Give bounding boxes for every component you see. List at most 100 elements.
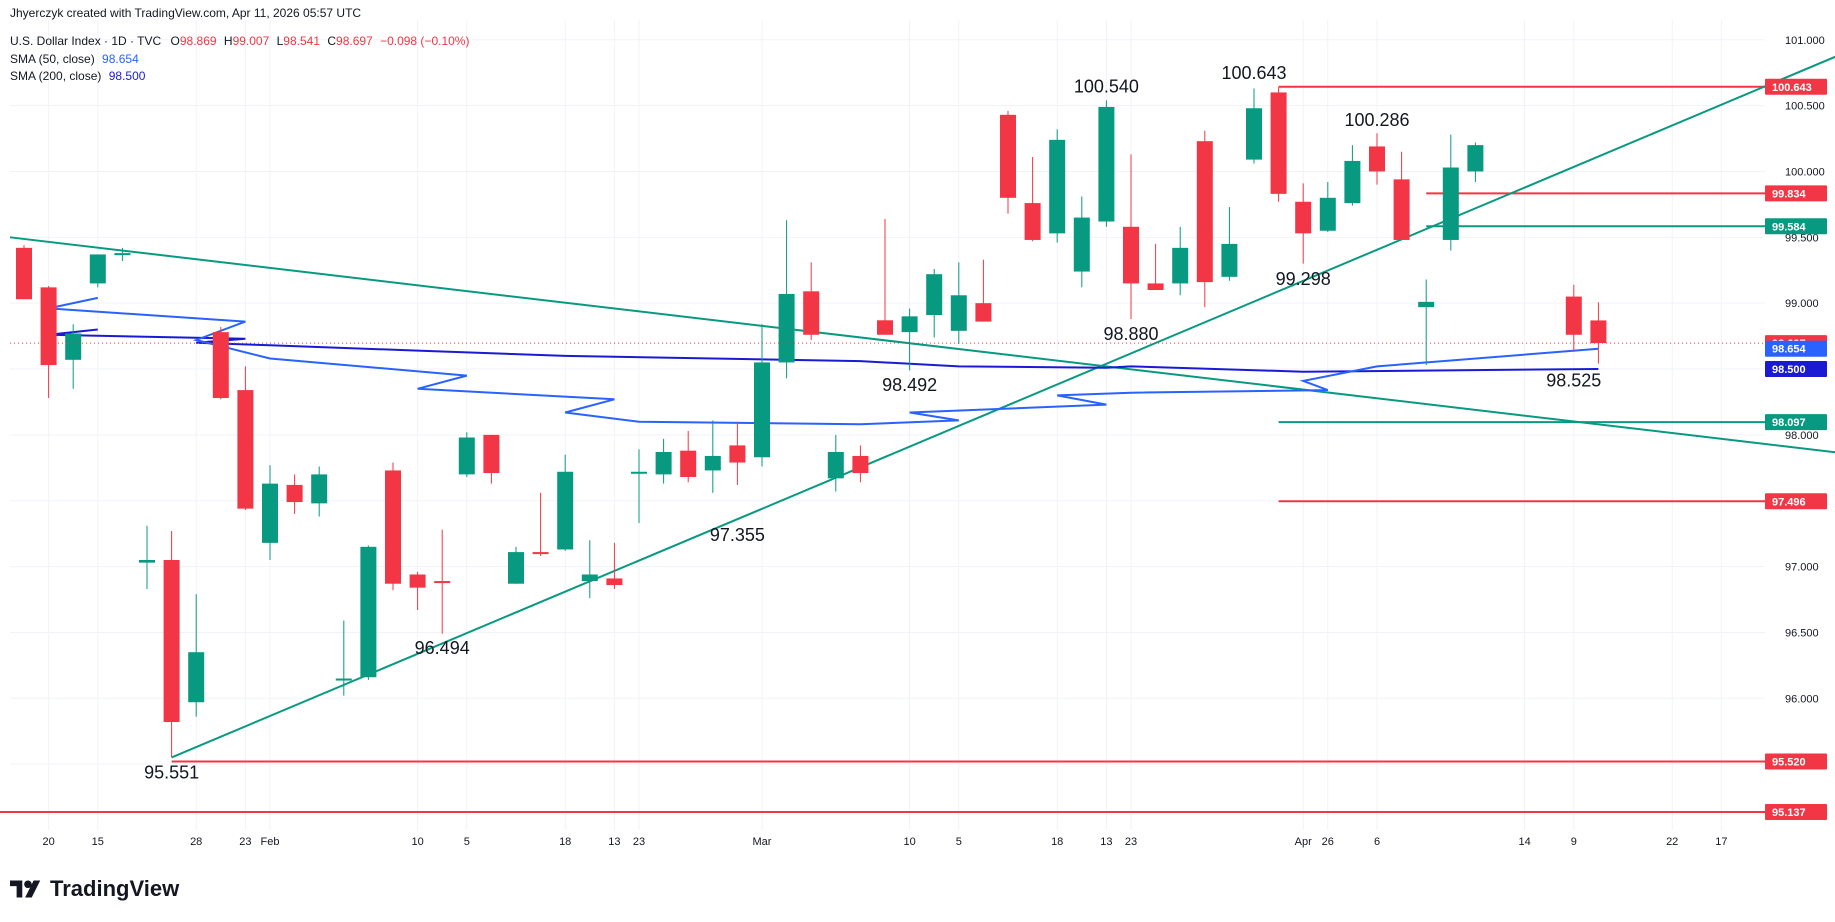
price-badge-bg	[1765, 361, 1827, 378]
candle	[1467, 142, 1484, 182]
candle-body	[114, 253, 131, 256]
price-annotation: 100.286	[1344, 110, 1409, 130]
price-tick-label: 96.000	[1785, 693, 1819, 705]
candle	[778, 220, 795, 379]
candle-body	[508, 552, 524, 584]
candle	[163, 531, 180, 758]
candle	[852, 445, 869, 483]
sma200-line	[48, 328, 1599, 373]
candle-body	[754, 362, 770, 458]
candle-body	[1590, 320, 1607, 344]
candle-body	[803, 291, 820, 335]
support-resistance-levels	[0, 85, 1765, 813]
sma50-label: SMA (50, close)	[10, 52, 95, 66]
candle	[901, 308, 918, 371]
time-tick-label: 17	[1715, 836, 1727, 848]
candle-body	[1467, 145, 1484, 172]
chart-credit: Jhyerczyk created with TradingView.com, …	[10, 6, 362, 20]
candle-body	[655, 452, 672, 475]
candle	[1073, 196, 1090, 288]
price-tick-label: 100.500	[1785, 101, 1825, 113]
candle	[729, 421, 746, 485]
candle-body	[40, 287, 57, 366]
trendline	[171, 55, 1835, 759]
candle	[754, 324, 770, 467]
candle	[1319, 182, 1336, 233]
time-tick-label: 15	[92, 836, 104, 848]
time-tick-label: 9	[1571, 836, 1577, 848]
price-tick-label: 99.000	[1785, 298, 1819, 310]
candle-body	[16, 247, 32, 300]
candle	[1590, 302, 1607, 364]
candle	[508, 546, 524, 584]
candle-body	[1123, 226, 1139, 284]
candle	[1147, 243, 1164, 290]
price-annotation: 95.551	[144, 762, 199, 782]
sma200-value: 98.500	[108, 69, 146, 83]
level-badge-text: 95.520	[1772, 757, 1806, 769]
symbol-legend[interactable]: U.S. Dollar Index · 1D · TVC O98.869 H99…	[10, 34, 469, 48]
candle	[1344, 145, 1361, 206]
candle	[1295, 183, 1312, 264]
candle-body	[65, 333, 82, 360]
time-tick-label: 23	[633, 836, 645, 848]
price-annotation: 99.298	[1276, 269, 1331, 289]
price-annotation: 96.494	[415, 638, 470, 658]
candle	[1024, 156, 1041, 242]
candle-body	[532, 552, 549, 555]
price-annotation: 97.355	[710, 525, 765, 545]
candle	[286, 474, 303, 514]
trendline	[9, 236, 1835, 454]
sma50-line	[48, 296, 1599, 426]
price-badge-bg	[1765, 340, 1827, 357]
candle-body	[1344, 160, 1361, 204]
candle	[360, 545, 377, 680]
candle	[237, 366, 254, 510]
price-annotations: 100.540 100.643 100.286 99.298 98.880 98.492 9…	[144, 63, 1601, 783]
candle	[40, 286, 57, 398]
candle-body	[1073, 217, 1090, 272]
candle-body	[237, 390, 254, 509]
sma200-legend[interactable]: SMA (200, close) 98.500	[10, 69, 145, 83]
time-tick-label: 23	[239, 836, 251, 848]
brand-name: TradingView	[50, 876, 180, 901]
candle	[89, 254, 106, 288]
sma50-legend[interactable]: SMA (50, close) 98.654	[10, 52, 139, 66]
candle	[1123, 154, 1139, 319]
time-tick-label: 22	[1666, 836, 1678, 848]
candle-body	[606, 578, 623, 586]
candle	[385, 462, 401, 591]
close-value: 98.697	[336, 34, 373, 48]
low-value: 98.541	[283, 34, 320, 48]
candle	[1246, 88, 1262, 164]
sma50-value: 98.654	[102, 52, 139, 66]
time-tick-label: 18	[1051, 836, 1063, 848]
candle-body	[188, 652, 205, 703]
candle-body	[1442, 167, 1459, 240]
candle	[1172, 226, 1189, 296]
candle-body	[1024, 203, 1041, 240]
candle-body	[926, 274, 943, 316]
tradingview-brand[interactable]: TradingView	[10, 876, 179, 902]
time-tick-label: 13	[1100, 836, 1112, 848]
level-badge-bg	[1765, 218, 1827, 235]
candle-body	[262, 483, 278, 543]
tradingview-logo-icon	[10, 880, 41, 898]
candle-body	[311, 474, 328, 504]
candle	[409, 571, 426, 611]
candle-body	[483, 434, 500, 474]
candle	[1393, 151, 1410, 240]
trendlines	[9, 55, 1835, 759]
candle-body	[1049, 139, 1066, 234]
candle-body	[434, 581, 451, 584]
candle-body	[975, 303, 992, 322]
candle	[803, 262, 820, 341]
time-tick-label: 6	[1374, 836, 1380, 848]
candle	[1098, 100, 1115, 227]
candle	[1049, 129, 1066, 243]
level-badge-text: 95.137	[1772, 807, 1806, 819]
price-annotation: 100.643	[1221, 63, 1286, 83]
candle	[532, 492, 549, 557]
